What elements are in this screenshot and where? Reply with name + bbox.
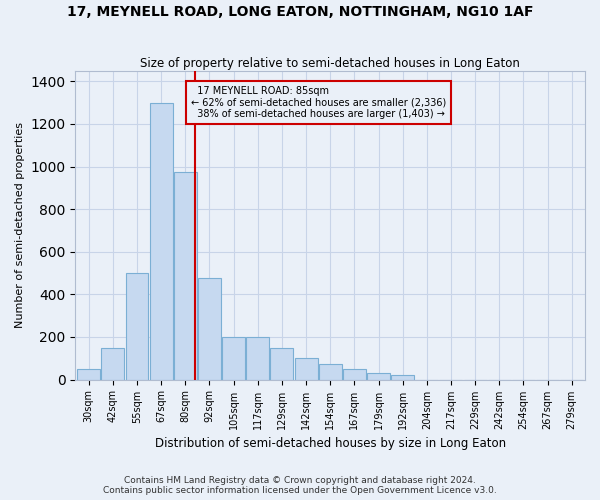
Bar [271,348,293,380]
Bar [77,369,100,380]
Y-axis label: Number of semi-detached properties: Number of semi-detached properties [15,122,25,328]
Bar [125,273,148,380]
Text: 17 MEYNELL ROAD: 85sqm  
← 62% of semi-detached houses are smaller (2,336)
  38%: 17 MEYNELL ROAD: 85sqm ← 62% of semi-det… [191,86,446,119]
X-axis label: Distribution of semi-detached houses by size in Long Eaton: Distribution of semi-detached houses by … [155,437,506,450]
Bar [198,278,221,380]
Bar [149,102,173,380]
Bar [343,369,366,380]
Bar [295,358,317,380]
Bar [367,373,390,380]
Bar [174,172,197,380]
Title: Size of property relative to semi-detached houses in Long Eaton: Size of property relative to semi-detach… [140,56,520,70]
Bar [101,348,124,380]
Bar [246,337,269,380]
Text: Contains HM Land Registry data © Crown copyright and database right 2024.
Contai: Contains HM Land Registry data © Crown c… [103,476,497,495]
Bar [391,376,414,380]
Text: 17, MEYNELL ROAD, LONG EATON, NOTTINGHAM, NG10 1AF: 17, MEYNELL ROAD, LONG EATON, NOTTINGHAM… [67,5,533,19]
Bar [222,337,245,380]
Bar [319,364,341,380]
